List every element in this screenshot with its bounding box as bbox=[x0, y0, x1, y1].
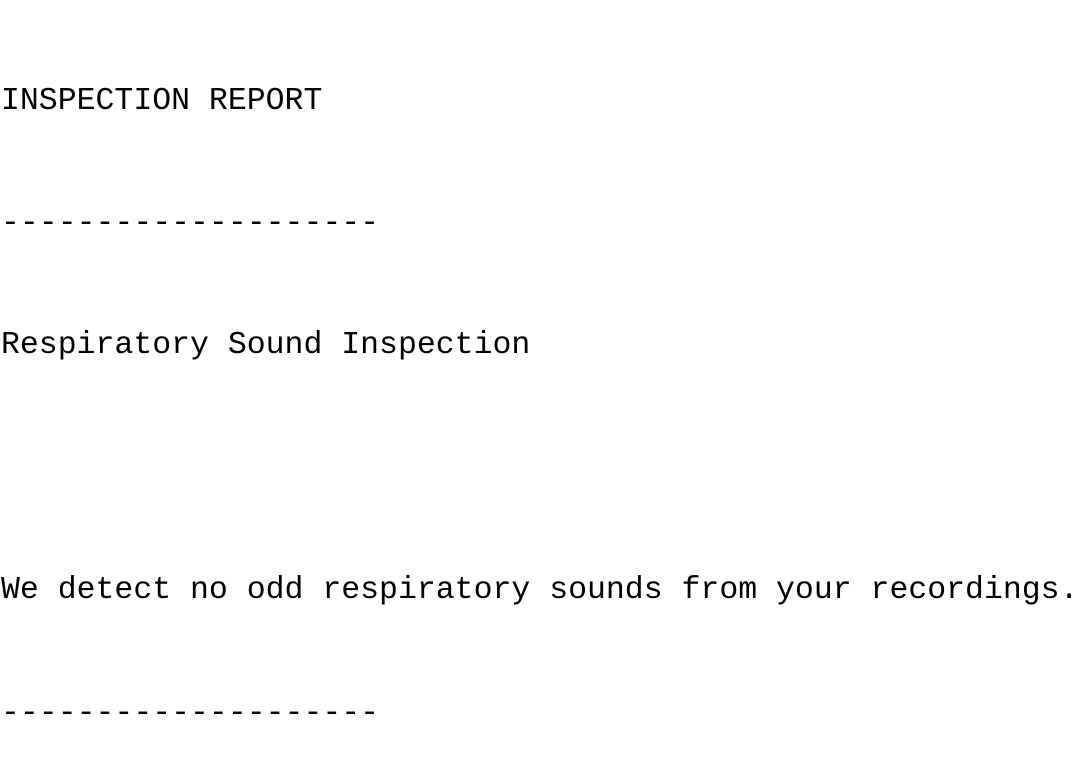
blank-line bbox=[0, 449, 1084, 490]
section-heading: Respiratory Sound Inspection bbox=[1, 328, 531, 364]
report-title: INSPECTION REPORT bbox=[1, 83, 323, 119]
inspection-message: We detect no odd respiratory sounds from… bbox=[1, 573, 1079, 609]
divider: -------------------- bbox=[1, 695, 380, 731]
divider: -------------------- bbox=[1, 205, 380, 241]
